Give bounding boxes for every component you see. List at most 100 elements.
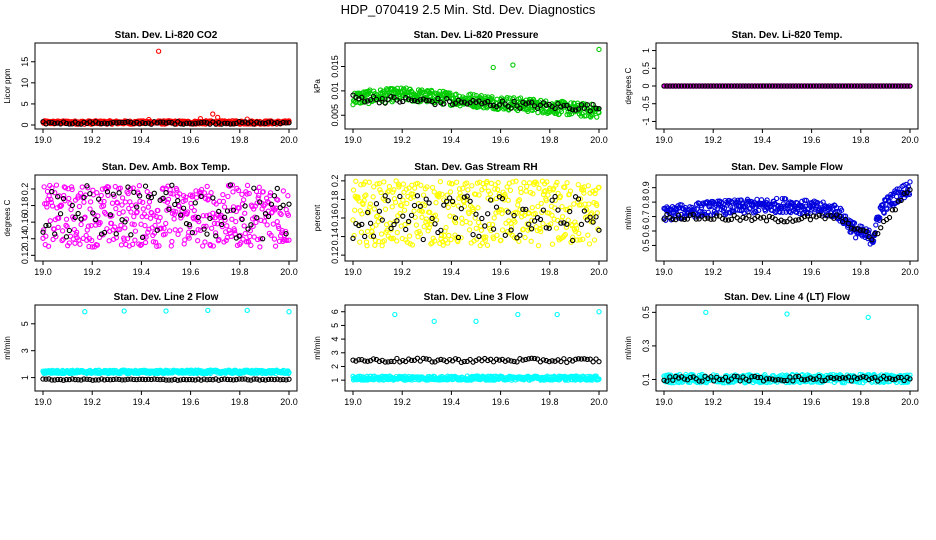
data-point bbox=[740, 214, 746, 221]
data-point bbox=[230, 121, 237, 127]
plot-frame bbox=[34, 174, 298, 262]
data-point bbox=[61, 192, 67, 199]
data-point bbox=[213, 201, 219, 207]
y-tick-label: 1 bbox=[330, 378, 340, 383]
data-point bbox=[426, 98, 432, 104]
data-point bbox=[493, 210, 499, 216]
data-point bbox=[834, 208, 840, 215]
data-point bbox=[226, 227, 232, 233]
data-point bbox=[487, 197, 494, 203]
data-point bbox=[73, 232, 79, 238]
data-point bbox=[452, 100, 459, 106]
data-point bbox=[90, 377, 96, 383]
y-tick-label: 5 bbox=[20, 321, 30, 326]
y-axis-label: percent bbox=[313, 204, 322, 231]
data-point bbox=[46, 120, 52, 126]
data-point bbox=[813, 83, 819, 89]
data-point bbox=[162, 231, 168, 237]
data-point bbox=[564, 180, 570, 186]
data-point bbox=[466, 210, 472, 217]
data-point bbox=[193, 188, 199, 194]
data-point bbox=[866, 227, 872, 233]
data-point bbox=[892, 207, 899, 213]
data-point bbox=[436, 191, 442, 197]
data-point bbox=[502, 232, 508, 238]
data-point bbox=[775, 83, 781, 89]
data-point bbox=[432, 238, 438, 244]
x-tick-label: 19.4 bbox=[133, 267, 151, 277]
data-point bbox=[705, 83, 711, 89]
data-point bbox=[131, 376, 137, 383]
plot-frame bbox=[344, 42, 608, 130]
data-point bbox=[52, 231, 58, 237]
data-point bbox=[737, 83, 743, 89]
data-point bbox=[352, 207, 358, 213]
data-point bbox=[192, 230, 198, 236]
data-point bbox=[171, 216, 177, 222]
data-point bbox=[475, 205, 481, 211]
data-point bbox=[567, 188, 574, 194]
data-point bbox=[593, 105, 599, 111]
data-point bbox=[129, 221, 135, 227]
series-main bbox=[350, 178, 602, 249]
data-point bbox=[866, 234, 872, 240]
data-point bbox=[476, 192, 482, 198]
data-point bbox=[95, 213, 101, 219]
data-point bbox=[479, 240, 486, 246]
data-point bbox=[531, 218, 538, 224]
data-point bbox=[154, 376, 160, 383]
series-black bbox=[661, 83, 913, 89]
data-point bbox=[59, 237, 65, 244]
data-point bbox=[790, 218, 796, 224]
data-point bbox=[670, 216, 676, 222]
data-point bbox=[76, 203, 83, 210]
data-point bbox=[469, 183, 475, 189]
data-point bbox=[98, 120, 105, 127]
data-point bbox=[470, 231, 476, 238]
data-point bbox=[497, 207, 503, 213]
data-point bbox=[785, 203, 791, 209]
data-point bbox=[464, 101, 470, 107]
data-point bbox=[901, 83, 907, 89]
data-point bbox=[53, 233, 59, 240]
data-point bbox=[367, 204, 373, 210]
data-point bbox=[475, 219, 482, 226]
data-point bbox=[66, 227, 73, 234]
data-point bbox=[258, 217, 264, 223]
data-point bbox=[437, 179, 444, 185]
data-point bbox=[60, 195, 67, 202]
data-point bbox=[714, 83, 720, 89]
data-point bbox=[367, 220, 374, 226]
data-point bbox=[482, 185, 488, 191]
data-point bbox=[242, 203, 248, 209]
y-axis-label: degrees C bbox=[624, 67, 633, 104]
data-point bbox=[499, 227, 506, 233]
data-point bbox=[357, 239, 363, 245]
data-point bbox=[177, 227, 183, 233]
x-tick-label: 19.2 bbox=[704, 267, 722, 277]
data-point bbox=[142, 376, 149, 383]
data-point bbox=[743, 201, 749, 207]
data-point bbox=[405, 218, 412, 225]
x-tick-label: 19.8 bbox=[541, 267, 559, 277]
data-point bbox=[264, 222, 270, 228]
data-point bbox=[392, 199, 399, 206]
data-point bbox=[98, 376, 105, 382]
data-point bbox=[150, 239, 157, 245]
data-point bbox=[769, 83, 776, 89]
data-point bbox=[540, 220, 546, 227]
data-point bbox=[59, 228, 66, 234]
data-point bbox=[248, 242, 254, 248]
data-point bbox=[189, 377, 196, 383]
data-point bbox=[526, 180, 533, 186]
data-point bbox=[580, 187, 586, 193]
chart-title: Stan. Dev. Line 4 (LT) Flow bbox=[724, 292, 850, 303]
data-point bbox=[458, 205, 465, 212]
data-point bbox=[113, 231, 119, 237]
data-point bbox=[172, 201, 178, 208]
data-point bbox=[107, 120, 114, 126]
data-point bbox=[441, 202, 447, 208]
data-point bbox=[756, 207, 762, 214]
data-point bbox=[220, 191, 226, 198]
data-point bbox=[236, 205, 242, 211]
